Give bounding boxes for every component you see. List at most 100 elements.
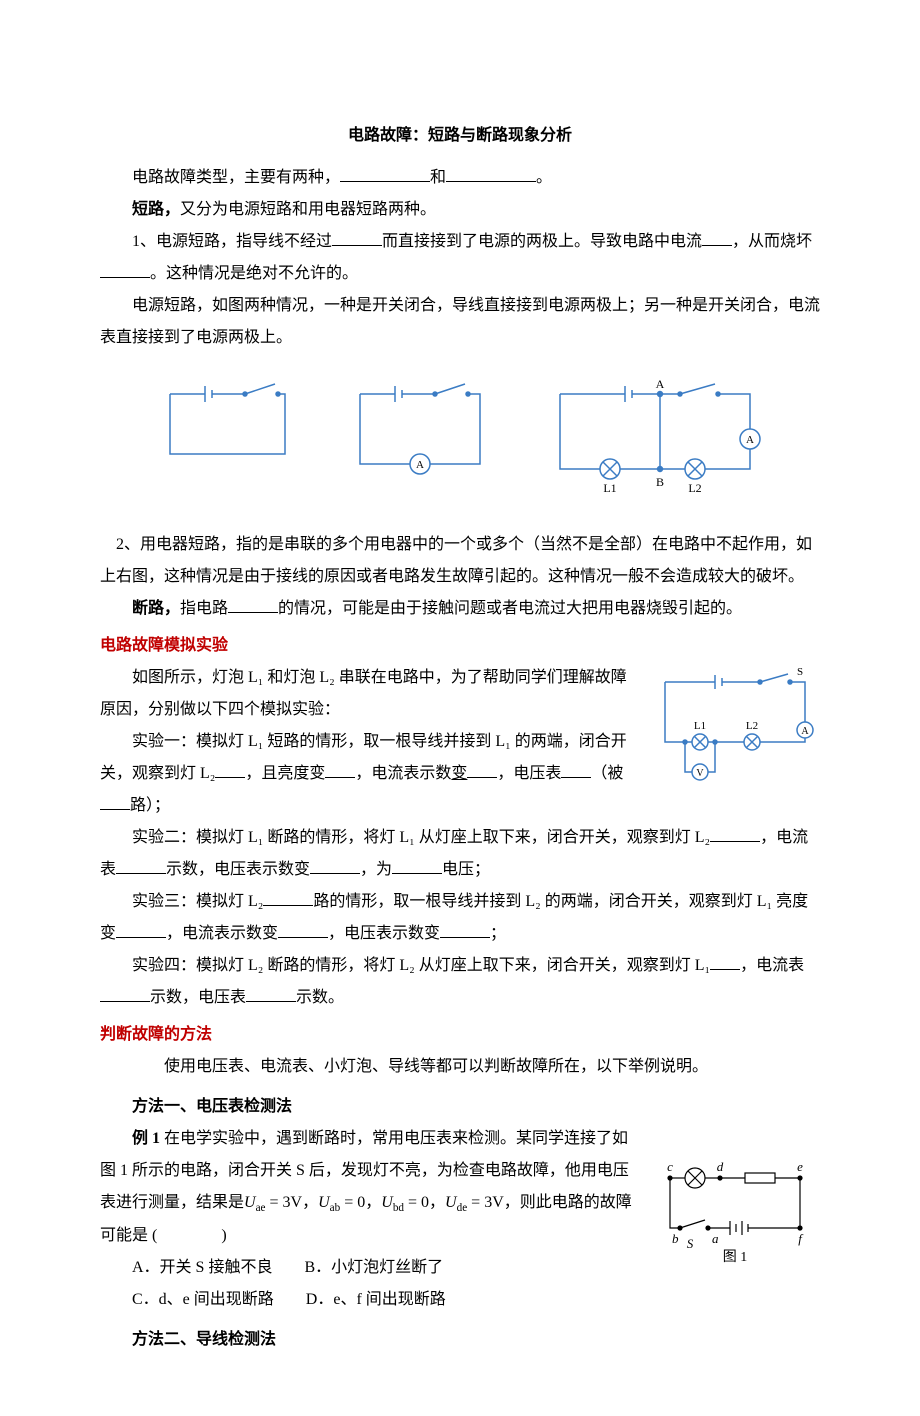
ammeter-label: A: [746, 434, 754, 446]
exp2: 实验二：模拟灯 L₁ 断路的情形，将灯 L₁ 从灯座上取下来，闭合开关，观察到灯…: [100, 822, 820, 886]
eq: ae: [256, 1202, 266, 1214]
blank: [332, 230, 382, 246]
node-f: f: [798, 1231, 804, 1246]
blank: [100, 794, 130, 810]
eq: = 3V，: [266, 1194, 319, 1211]
blank: [325, 762, 355, 778]
t: 示数，电压表: [150, 989, 246, 1006]
switch-s: S: [687, 1236, 694, 1251]
t: 实验二：模拟灯 L₁ 断路的情形，将灯 L₁ 从灯座上取下来，闭合开关，观察到灯…: [132, 829, 710, 846]
t: ，电压表: [497, 765, 561, 782]
choice-d: D．e、f 间出现断路: [306, 1291, 446, 1308]
node-a: a: [712, 1231, 719, 1246]
method-1: 方法一、电压表检测法: [100, 1091, 820, 1123]
blank: [278, 922, 328, 938]
circuit-diagram-experiment: S A L1 L2 V: [650, 667, 820, 787]
blank: [710, 826, 760, 842]
blank: [446, 166, 536, 182]
method-2: 方法二、导线检测法: [100, 1324, 820, 1356]
circuit-diagram-2: A: [340, 374, 500, 484]
ex1-label: 例 1: [132, 1130, 160, 1147]
blank: [100, 986, 150, 1002]
sim-head: 电路故障模拟实验: [100, 630, 820, 662]
node-e: e: [797, 1159, 803, 1174]
blank: [440, 922, 490, 938]
short-p3: 2、用电器短路，指的是串联的多个用电器中的一个或多个（当然不是全部）在电路中不起…: [100, 529, 820, 593]
short-p1: 1、电源短路，指导线不经过 而直接接到了电源的两极上。导致电路中电流 ，从而烧坏。这…: [100, 226, 820, 290]
choice-a: A．开关 S 接触不良: [132, 1259, 272, 1276]
short-p2: 电源短路，如图两种情况，一种是开关闭合，导线直接接到电源两极上；另一种是开关闭合…: [100, 290, 820, 354]
l1-label: L1: [694, 720, 706, 732]
eq: = 0，: [340, 1194, 381, 1211]
t: ，电流表: [740, 957, 804, 974]
intro-pre: 电路故障类型，主要有两种，: [132, 169, 340, 186]
intro-mid: 和: [430, 169, 446, 186]
exp3: 实验三：模拟灯 L₂路的情形，取一根导线并接到 L₂ 的两端，闭合开关，观察到灯…: [100, 886, 820, 950]
blank: [710, 954, 740, 970]
blank: [392, 858, 442, 874]
t: ，电流表示数变: [166, 925, 278, 942]
judge-head: 判断故障的方法: [100, 1019, 820, 1051]
eq: bd: [393, 1202, 404, 1214]
node-c: c: [667, 1159, 673, 1174]
switch-label: S: [797, 667, 803, 678]
eq: de: [457, 1202, 468, 1214]
eq: U: [381, 1194, 393, 1211]
blank: [340, 166, 430, 182]
judge-intro: 使用电压表、电流表、小灯泡、导线等都可以判断故障所在，以下举例说明。: [100, 1051, 820, 1083]
circuit-diagram-1: [150, 374, 300, 474]
short-head-rest: 又分为电源短路和用电器短路两种。: [180, 201, 436, 218]
circuit-diagram-3: A B A L1 L2: [540, 374, 770, 504]
open-head: 断路，: [132, 600, 180, 617]
t: ，且亮度变: [245, 765, 325, 782]
choice-c: C．d、e 间出现断路: [132, 1291, 274, 1308]
t: 示数，电压表示数变: [166, 861, 310, 878]
t: ，电流表示数: [355, 765, 451, 782]
blank: [116, 922, 166, 938]
blank: [467, 762, 497, 778]
short-head: 短路，又分为电源短路和用电器短路两种。: [100, 194, 820, 226]
t: 指电路: [180, 600, 228, 617]
eq: = 0，: [404, 1194, 445, 1211]
blank: [246, 986, 296, 1002]
t: ，为: [360, 861, 392, 878]
eq: U: [318, 1194, 330, 1211]
t: 而直接接到了电源的两极上。导致电路中电流: [382, 233, 702, 250]
diagrams-row: A A B A L1: [100, 374, 820, 504]
node-a: A: [656, 377, 665, 391]
blank: [116, 858, 166, 874]
t: 路）；: [130, 797, 170, 814]
exp4: 实验四：模拟灯 L₂ 断路的情形，将灯 L₂ 从灯座上取下来，闭合开关，观察到灯…: [100, 950, 820, 1014]
ammeter-label: A: [416, 459, 424, 471]
page-title: 电路故障：短路与断路现象分析: [100, 120, 820, 152]
blank: [561, 762, 591, 778]
blank: [310, 858, 360, 874]
short-head-bold: 短路，: [132, 201, 180, 218]
t: 电压；: [442, 861, 490, 878]
t: 1、电源短路，指导线不经过: [132, 233, 332, 250]
open-line: 断路，指电路 的情况，可能是由于接触问题或者电流过大把用电器烧毁引起的。: [100, 593, 820, 625]
t: ，从而烧坏: [732, 233, 812, 250]
t: 实验三：模拟灯 L₂: [132, 893, 263, 910]
blank: [215, 762, 245, 778]
t: 示数。: [296, 989, 344, 1006]
t: 。这种情况是绝对不允许的。: [150, 265, 358, 282]
intro-end: 。: [536, 169, 552, 186]
node-b: B: [656, 475, 664, 489]
blank: [100, 262, 150, 278]
t: 的情况，可能是由于接触问题或者电流过大把用电器烧毁引起的。: [278, 600, 742, 617]
node-d: d: [717, 1159, 724, 1174]
intro-line: 电路故障类型，主要有两种， 和 。: [100, 162, 820, 194]
eq: = 3V: [467, 1194, 504, 1211]
t: 变: [451, 765, 467, 782]
node-b: b: [672, 1231, 679, 1246]
l1-label: L1: [603, 481, 616, 495]
l2-label: L2: [688, 481, 701, 495]
t: ，电压表示数变: [328, 925, 440, 942]
eq: U: [445, 1194, 457, 1211]
t: 实验四：模拟灯 L₂ 断路的情形，将灯 L₂ 从灯座上取下来，闭合开关，观察到灯…: [132, 957, 710, 974]
blank: [228, 597, 278, 613]
blank: [702, 230, 732, 246]
t: ；: [490, 925, 506, 942]
circuit-diagram-fig1: c d e b a f S 图 1: [650, 1153, 820, 1263]
